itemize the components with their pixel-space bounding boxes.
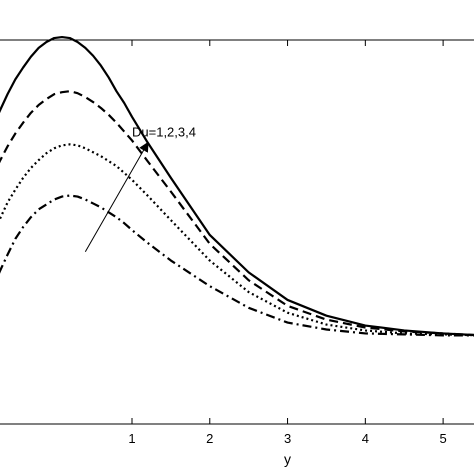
x-tick-label: 4 <box>362 431 369 446</box>
series-line-dashdot <box>0 194 474 337</box>
x-tick-label: 2 <box>206 431 213 446</box>
annotation-label: Du=1,2,3,4 <box>132 124 196 139</box>
series-line-dashed <box>0 90 474 337</box>
ticks-layer: 1 2 3 4 5 <box>128 40 447 446</box>
series-layer <box>0 35 474 337</box>
plot-border <box>0 39 474 425</box>
annotation-layer: Du=1,2,3,4 <box>84 124 196 252</box>
plot-frame <box>0 39 474 425</box>
x-tick-label: 3 <box>284 431 291 446</box>
series-line-dotted <box>0 143 474 337</box>
series-line-solid <box>0 35 474 337</box>
x-axis-label: y <box>284 451 291 467</box>
x-tick-label: 1 <box>128 431 135 446</box>
x-tick-label: 5 <box>439 431 446 446</box>
annotation-arrow <box>84 141 149 252</box>
